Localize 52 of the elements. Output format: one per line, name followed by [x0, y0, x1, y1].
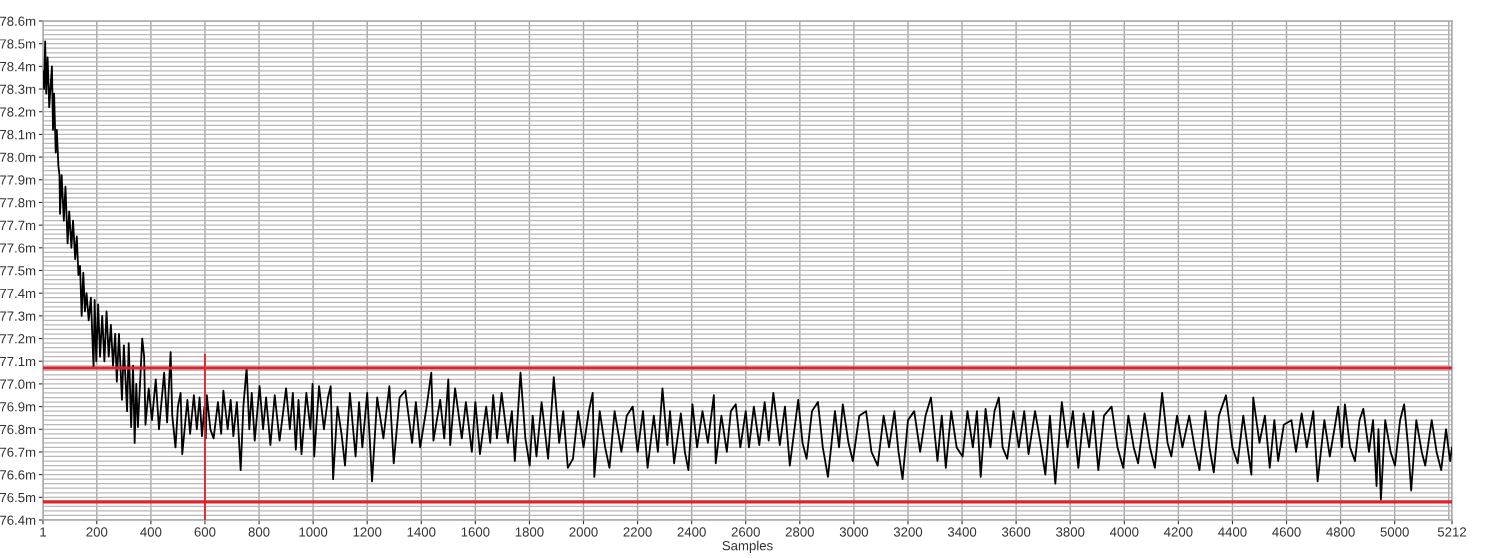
- y-tick-label: 77.6m: [0, 243, 36, 253]
- y-tick-label: 78.3m: [0, 84, 36, 94]
- y-tick-label: 77.2m: [0, 334, 36, 344]
- y-tick-label: 76.7m: [0, 447, 36, 457]
- x-tick-label: 200: [86, 527, 108, 537]
- y-tick-label: 78.0m: [0, 152, 36, 162]
- y-tick-label: 76.8m: [0, 424, 36, 435]
- y-tick-label: 77.7m: [0, 220, 36, 230]
- y-tick-label: 77.4m: [0, 288, 36, 298]
- x-tick-label: 4200: [1163, 527, 1193, 537]
- x-tick-label: 3400: [947, 527, 977, 537]
- x-tick-label: 1800: [515, 527, 544, 537]
- y-tick-label: 78.1m: [0, 129, 36, 140]
- y-tick-label: 77.1m: [0, 356, 36, 367]
- y-tick-label: 76.5m: [0, 492, 36, 503]
- x-tick-label: 1200: [353, 527, 382, 537]
- x-tick-label: 800: [248, 527, 270, 537]
- x-tick-label: 1400: [407, 527, 436, 537]
- y-tick-label: 78.4m: [0, 61, 36, 72]
- x-axis-title: Samples: [722, 540, 773, 553]
- y-tick-label: 78.2m: [0, 107, 36, 117]
- y-tick-label: 76.9m: [0, 402, 36, 412]
- x-tick-label: 1000: [299, 527, 328, 537]
- x-tick-label: 1600: [461, 527, 490, 537]
- y-tick-label: 77.5m: [0, 266, 36, 276]
- x-tick-label: 4800: [1326, 527, 1355, 537]
- x-tick-label: 2800: [785, 527, 814, 537]
- y-tick-label: 77.3m: [0, 311, 36, 321]
- x-tick-label: 5000: [1380, 527, 1409, 537]
- y-tick-label: 76.6m: [0, 470, 36, 480]
- y-tick-label: 77.8m: [0, 198, 36, 208]
- x-tick-label: 2200: [623, 527, 652, 537]
- y-tick-label: 78.5m: [0, 39, 36, 49]
- x-tick-label: 3200: [893, 527, 923, 537]
- x-tick-label: 400: [140, 527, 162, 537]
- x-tick-label: 3000: [839, 527, 869, 537]
- x-tick-label: 3600: [1001, 527, 1031, 537]
- x-tick-label: 2600: [731, 527, 760, 537]
- y-tick-label: 77.0m: [0, 379, 36, 389]
- x-tick-label: 1: [40, 527, 47, 537]
- x-tick-label: 3800: [1056, 527, 1085, 537]
- x-tick-label: 2000: [569, 527, 598, 537]
- x-tick-label: 4000: [1109, 527, 1139, 537]
- x-tick-label: 2400: [677, 527, 706, 537]
- line-series: [43, 40, 1452, 501]
- x-tick-label: 600: [194, 527, 216, 537]
- x-tick-label: 4400: [1218, 527, 1247, 537]
- x-tick-label: 5212: [1437, 527, 1467, 537]
- y-tick-label: 77.9m: [0, 175, 36, 185]
- y-tick-label: 76.4m: [0, 515, 36, 525]
- y-tick-label: 78.6m: [0, 16, 36, 26]
- x-tick-label: 4600: [1272, 527, 1301, 537]
